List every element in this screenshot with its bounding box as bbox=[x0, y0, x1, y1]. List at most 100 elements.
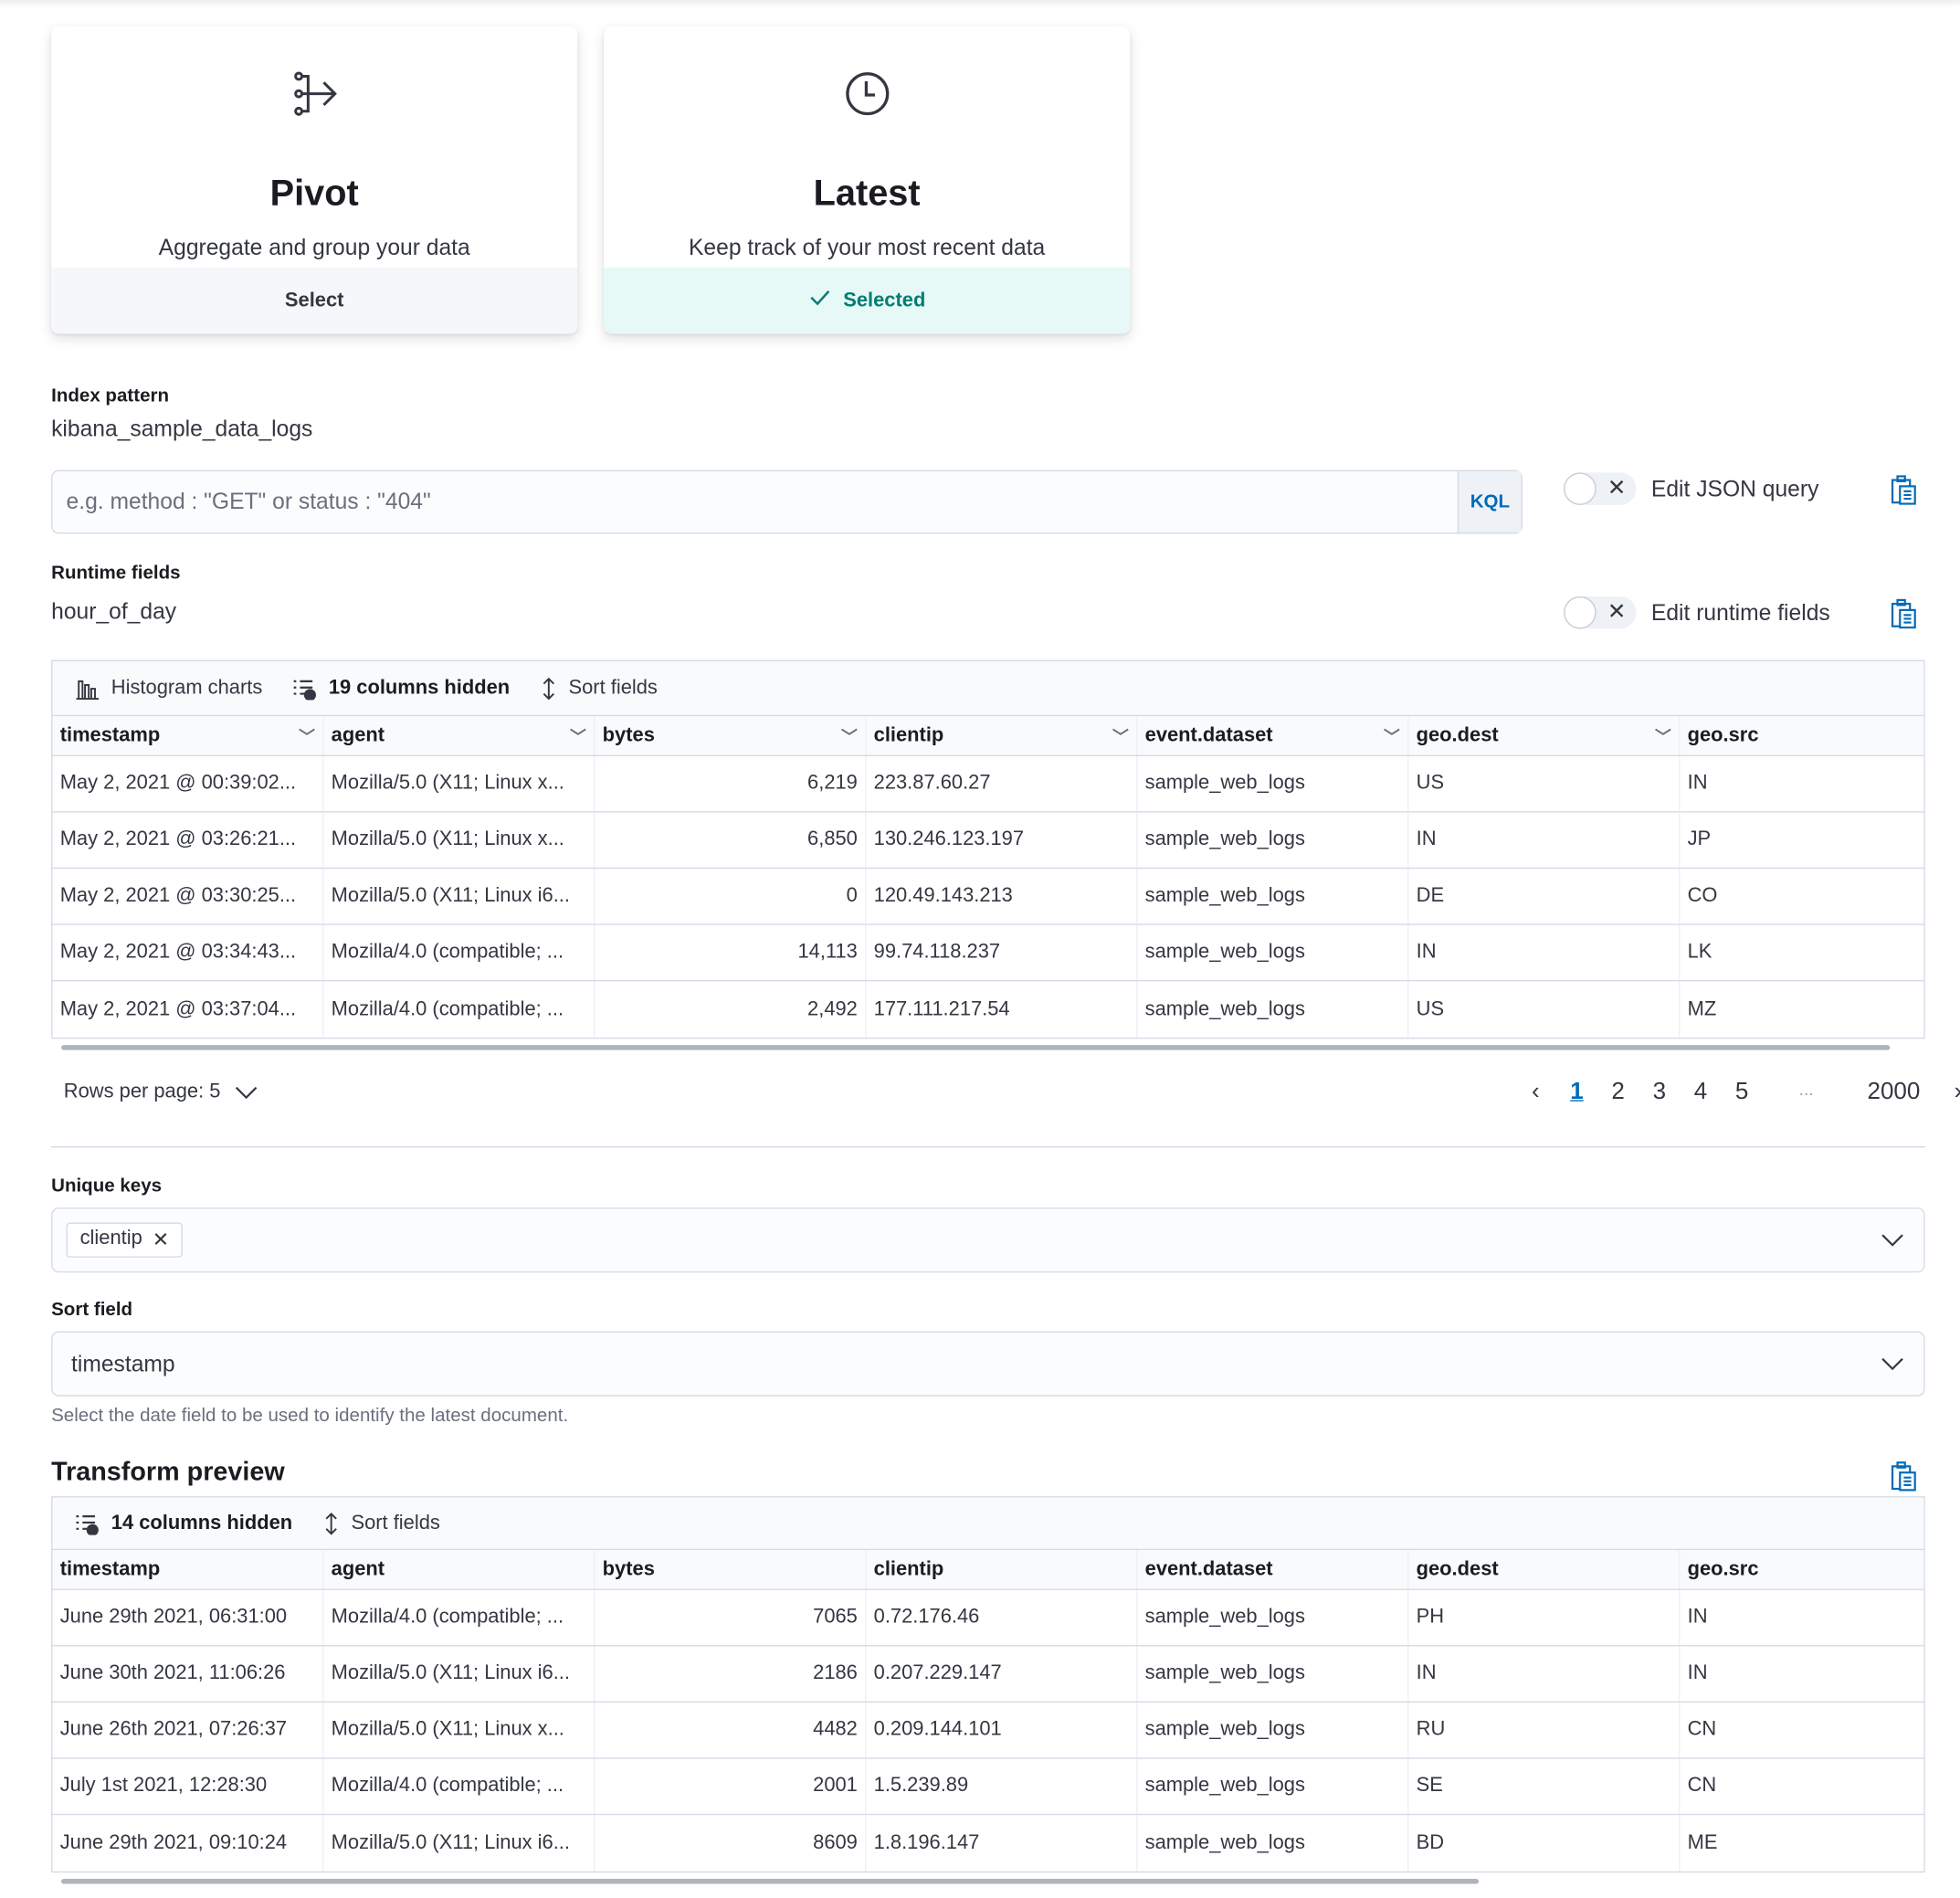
column-header-clientip[interactable]: clientip ﹀ bbox=[866, 716, 1138, 755]
table-cell[interactable]: May 2, 2021 @ 00:39:02... bbox=[52, 756, 324, 812]
table-cell[interactable]: MZ bbox=[1680, 981, 1923, 1038]
previous-page-icon[interactable]: ‹ bbox=[1531, 1079, 1540, 1105]
table-cell[interactable]: June 29th 2021, 06:31:00 bbox=[52, 1589, 324, 1646]
chevron-down-icon[interactable]: ﹀ bbox=[299, 727, 315, 747]
horizontal-scrollbar[interactable] bbox=[61, 1045, 1891, 1050]
table-cell[interactable]: 2001 bbox=[595, 1758, 867, 1814]
page-button[interactable]: 1 bbox=[1570, 1079, 1584, 1105]
table-cell[interactable]: 0.72.176.46 bbox=[866, 1589, 1138, 1646]
table-cell[interactable]: June 26th 2021, 07:26:37 bbox=[52, 1703, 324, 1758]
table-cell[interactable]: IN bbox=[1680, 1590, 1923, 1645]
table-cell[interactable]: June 29th 2021, 09:10:24 bbox=[52, 1815, 324, 1872]
table-cell[interactable]: sample_web_logs bbox=[1137, 869, 1409, 924]
chevron-down-icon[interactable]: ﹀ bbox=[1655, 727, 1671, 747]
table-cell[interactable]: IN bbox=[1408, 812, 1681, 868]
table-cell[interactable]: CN bbox=[1680, 1759, 1923, 1814]
edit-json-toggle[interactable]: ✕ bbox=[1564, 472, 1637, 505]
table-cell[interactable]: 6,850 bbox=[595, 812, 867, 868]
table-cell[interactable]: Mozilla/5.0 (X11; Linux x... bbox=[323, 812, 595, 868]
page-button[interactable]: 2 bbox=[1611, 1079, 1625, 1105]
table-cell[interactable]: US bbox=[1408, 756, 1681, 812]
sort-fields-button[interactable]: Sort fields bbox=[322, 1512, 440, 1534]
table-cell[interactable]: July 1st 2021, 12:28:30 bbox=[52, 1758, 324, 1814]
selected-button[interactable]: Selected bbox=[604, 267, 1131, 334]
column-header-event-dataset[interactable]: event.dataset ﹀ bbox=[1137, 716, 1409, 755]
table-cell[interactable]: JP bbox=[1680, 813, 1923, 868]
sort-fields-button[interactable]: Sort fields bbox=[540, 677, 658, 700]
table-cell[interactable]: 2,492 bbox=[595, 981, 867, 1038]
column-header-clientip[interactable]: clientip bbox=[866, 1550, 1138, 1589]
copy-clipboard-icon[interactable] bbox=[1890, 598, 1917, 636]
remove-chip-icon[interactable]: ✕ bbox=[152, 1229, 170, 1251]
table-cell[interactable]: sample_web_logs bbox=[1137, 1589, 1409, 1646]
table-cell[interactable]: May 2, 2021 @ 03:26:21... bbox=[52, 812, 324, 868]
page-button[interactable]: 3 bbox=[1652, 1079, 1667, 1105]
page-button[interactable]: 5 bbox=[1734, 1079, 1749, 1105]
page-button[interactable]: 2000 bbox=[1867, 1079, 1921, 1105]
table-cell[interactable]: 1.5.239.89 bbox=[866, 1758, 1138, 1814]
chevron-down-icon[interactable]: ﹀ bbox=[570, 727, 586, 747]
table-cell[interactable]: IN bbox=[1408, 1646, 1681, 1702]
table-cell[interactable]: 223.87.60.27 bbox=[866, 756, 1138, 812]
horizontal-scrollbar[interactable] bbox=[61, 1879, 1480, 1884]
table-cell[interactable]: IN bbox=[1680, 1646, 1923, 1701]
latest-card[interactable]: Latest Keep track of your most recent da… bbox=[604, 26, 1131, 334]
table-cell[interactable]: sample_web_logs bbox=[1137, 1815, 1409, 1872]
column-header-agent[interactable]: agent bbox=[323, 1550, 595, 1589]
column-header-agent[interactable]: agent ﹀ bbox=[323, 716, 595, 755]
column-header-geo-src[interactable]: geo.src bbox=[1680, 1550, 1923, 1588]
column-header-timestamp[interactable]: timestamp bbox=[52, 1550, 324, 1589]
table-cell[interactable]: Mozilla/5.0 (X11; Linux i6... bbox=[323, 1815, 595, 1872]
column-header-bytes[interactable]: bytes bbox=[595, 1550, 867, 1589]
columns-hidden-button[interactable]: 19 columns hidden bbox=[292, 677, 510, 700]
page-button[interactable]: ... bbox=[1798, 1079, 1814, 1099]
unique-keys-combobox[interactable]: clientip ✕ bbox=[51, 1207, 1925, 1273]
copy-clipboard-icon[interactable] bbox=[1890, 1461, 1917, 1498]
table-cell[interactable]: sample_web_logs bbox=[1137, 756, 1409, 812]
chevron-down-icon[interactable] bbox=[1881, 1227, 1904, 1254]
table-cell[interactable]: Mozilla/4.0 (compatible; ... bbox=[323, 1758, 595, 1814]
pivot-card[interactable]: Pivot Aggregate and group your data Sele… bbox=[51, 26, 578, 334]
table-cell[interactable]: ME bbox=[1680, 1815, 1923, 1872]
columns-hidden-button[interactable]: 14 columns hidden bbox=[75, 1512, 292, 1534]
table-cell[interactable]: BD bbox=[1408, 1815, 1681, 1872]
chevron-down-icon[interactable]: ﹀ bbox=[1384, 727, 1400, 747]
table-cell[interactable]: 1.8.196.147 bbox=[866, 1815, 1138, 1872]
table-cell[interactable]: sample_web_logs bbox=[1137, 1703, 1409, 1758]
table-cell[interactable]: sample_web_logs bbox=[1137, 1646, 1409, 1702]
table-cell[interactable]: Mozilla/4.0 (compatible; ... bbox=[323, 924, 595, 980]
table-cell[interactable]: Mozilla/4.0 (compatible; ... bbox=[323, 1589, 595, 1646]
histogram-charts-button[interactable]: Histogram charts bbox=[75, 677, 262, 700]
table-cell[interactable]: May 2, 2021 @ 03:34:43... bbox=[52, 924, 324, 980]
table-cell[interactable]: 0.207.229.147 bbox=[866, 1646, 1138, 1702]
table-cell[interactable]: 130.246.123.197 bbox=[866, 812, 1138, 868]
table-cell[interactable]: CN bbox=[1680, 1703, 1923, 1757]
column-header-geo-src[interactable]: geo.src bbox=[1680, 716, 1923, 754]
query-input[interactable] bbox=[52, 470, 1458, 533]
table-cell[interactable]: 177.111.217.54 bbox=[866, 981, 1138, 1038]
column-header-geo-dest[interactable]: geo.dest bbox=[1408, 1550, 1681, 1589]
copy-clipboard-icon[interactable] bbox=[1890, 475, 1917, 511]
table-cell[interactable]: DE bbox=[1408, 869, 1681, 924]
column-header-bytes[interactable]: bytes ﹀ bbox=[595, 716, 867, 755]
page-button[interactable]: 4 bbox=[1693, 1079, 1708, 1105]
sort-field-select[interactable]: timestamp bbox=[51, 1331, 1925, 1397]
edit-runtime-toggle[interactable]: ✕ bbox=[1564, 596, 1637, 629]
rows-per-page-button[interactable]: Rows per page: 5 bbox=[64, 1081, 258, 1104]
table-cell[interactable]: 0 bbox=[595, 869, 867, 924]
table-cell[interactable]: IN bbox=[1680, 756, 1923, 811]
table-cell[interactable]: 120.49.143.213 bbox=[866, 869, 1138, 924]
chevron-down-icon[interactable]: ﹀ bbox=[841, 727, 858, 747]
table-cell[interactable]: SE bbox=[1408, 1758, 1681, 1814]
table-cell[interactable]: 8609 bbox=[595, 1815, 867, 1872]
table-cell[interactable]: 7065 bbox=[595, 1589, 867, 1646]
table-cell[interactable]: PH bbox=[1408, 1589, 1681, 1646]
table-cell[interactable]: sample_web_logs bbox=[1137, 812, 1409, 868]
table-cell[interactable]: Mozilla/5.0 (X11; Linux x... bbox=[323, 756, 595, 812]
table-cell[interactable]: Mozilla/5.0 (X11; Linux i6... bbox=[323, 869, 595, 924]
table-cell[interactable]: sample_web_logs bbox=[1137, 1758, 1409, 1814]
column-header-geo-dest[interactable]: geo.dest ﹀ bbox=[1408, 716, 1681, 755]
table-cell[interactable]: Mozilla/5.0 (X11; Linux i6... bbox=[323, 1646, 595, 1702]
table-cell[interactable]: June 30th 2021, 11:06:26 bbox=[52, 1646, 324, 1702]
table-cell[interactable]: 6,219 bbox=[595, 756, 867, 812]
